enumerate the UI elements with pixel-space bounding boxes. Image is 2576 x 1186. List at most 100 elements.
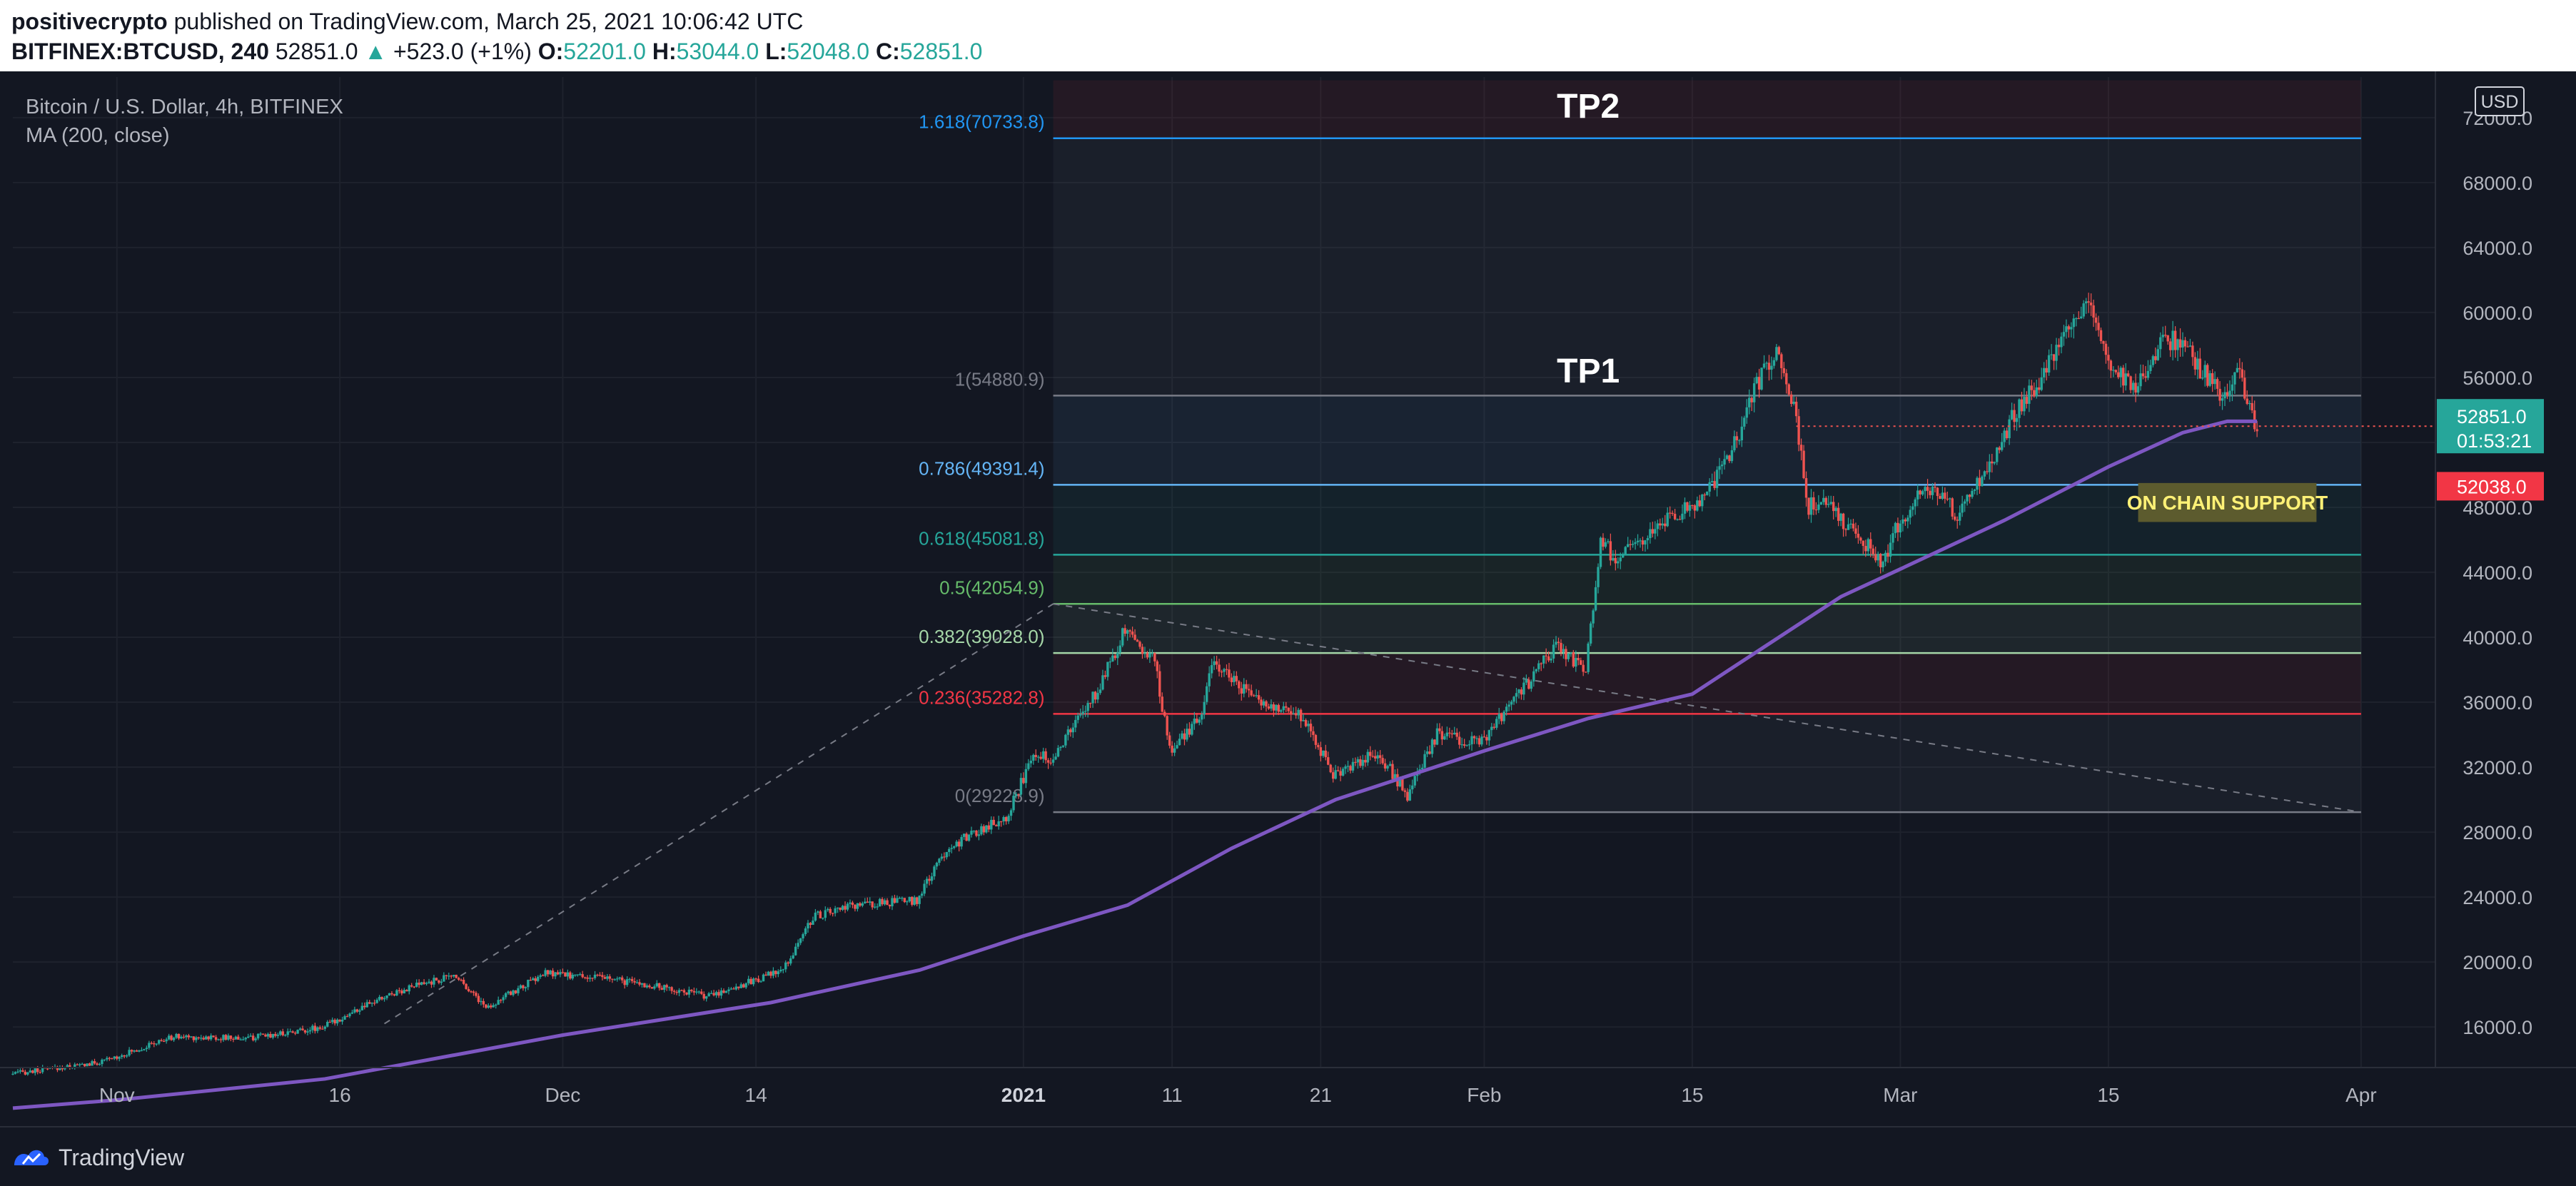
candle <box>1968 495 1971 497</box>
candle <box>955 841 958 847</box>
candle <box>660 988 663 990</box>
candle <box>2030 385 2034 390</box>
candle <box>1715 470 1719 488</box>
candle <box>1688 505 1692 511</box>
candle <box>1505 706 1508 712</box>
candle <box>217 1039 220 1040</box>
candle <box>1213 661 1216 666</box>
time-tick-label: 15 <box>2097 1084 2119 1106</box>
candle <box>93 1061 96 1064</box>
candle <box>2035 387 2038 397</box>
candle <box>1336 770 1340 771</box>
candle <box>1218 664 1221 672</box>
candle <box>170 1035 173 1040</box>
candle <box>1093 691 1097 700</box>
candle <box>1956 519 1959 521</box>
legend-indicator[interactable]: MA (200, close) <box>26 124 170 147</box>
candle <box>1079 714 1082 716</box>
candle <box>2092 305 2095 318</box>
candle <box>1289 711 1293 714</box>
candle <box>1158 671 1161 697</box>
candle <box>2126 373 2130 377</box>
candle <box>2072 318 2076 328</box>
candle <box>1098 689 1102 694</box>
candle <box>430 981 433 985</box>
candle <box>623 980 626 985</box>
candle <box>1522 682 1525 695</box>
candle <box>1701 495 1704 507</box>
candle <box>1143 653 1146 654</box>
candle <box>153 1043 156 1045</box>
candle <box>1435 728 1439 745</box>
price-badge-value: 52038.0 <box>2457 476 2527 497</box>
candle <box>1624 547 1627 554</box>
candle <box>311 1025 314 1030</box>
candle <box>2003 430 2006 442</box>
candle <box>1847 524 1850 530</box>
candle <box>393 994 396 996</box>
candle <box>945 852 949 858</box>
candle <box>482 1000 485 1005</box>
candle <box>443 975 445 982</box>
candle <box>2231 384 2234 391</box>
candle <box>2183 340 2187 347</box>
candle <box>1430 739 1434 754</box>
candle <box>120 1055 123 1058</box>
candle <box>1027 763 1030 769</box>
candle <box>1233 676 1236 682</box>
candle <box>1973 490 1976 491</box>
candle <box>1041 751 1045 759</box>
candle <box>1530 681 1533 689</box>
candle <box>517 988 520 993</box>
candle <box>1686 502 1689 511</box>
candle <box>549 970 552 975</box>
candle <box>1552 644 1555 659</box>
author-name[interactable]: positivecrypto <box>11 9 168 34</box>
candle <box>1051 759 1055 763</box>
candle <box>475 993 478 996</box>
tradingview-logo[interactable]: TradingView <box>13 1143 184 1172</box>
legend-title[interactable]: Bitcoin / U.S. Dollar, 4h, BITFINEX <box>26 96 343 118</box>
candle <box>1408 789 1411 801</box>
price-chart[interactable]: 1.618(70733.8) 1(54880.9) 0.786(49391.4) 0.… <box>0 71 2576 1126</box>
candle <box>301 1028 304 1030</box>
candle <box>1535 669 1537 671</box>
candle <box>769 971 772 976</box>
candle <box>274 1033 277 1036</box>
candle <box>1622 554 1625 558</box>
candle <box>896 898 899 903</box>
candle <box>1819 502 1823 505</box>
candle <box>1904 519 1907 522</box>
candle <box>1661 523 1664 526</box>
candle <box>621 977 624 980</box>
candle <box>2251 402 2253 411</box>
price-badge-timer: 01:53:21 <box>2457 430 2532 452</box>
support-label-box <box>2138 482 2317 522</box>
chart-area[interactable]: 1.618(70733.8) 1(54880.9) 0.786(49391.4) 0.… <box>0 71 2576 1126</box>
candle <box>1248 689 1251 691</box>
candle <box>2238 368 2241 370</box>
candle <box>1257 695 1261 700</box>
candle <box>440 981 443 983</box>
candle <box>1270 704 1273 709</box>
candle <box>1193 719 1196 724</box>
candle <box>2223 392 2226 399</box>
publish-text: published on TradingView.com, March 25, … <box>173 9 804 34</box>
candle <box>2151 356 2155 365</box>
candle <box>1978 477 1981 487</box>
fib-level-label: 0.5(42054.9) <box>939 577 1044 598</box>
candle <box>246 1036 250 1038</box>
candle <box>2178 339 2182 348</box>
time-tick-label: 14 <box>745 1084 767 1106</box>
candle <box>1440 731 1444 740</box>
candle <box>2094 317 2098 323</box>
candle <box>457 978 460 980</box>
candle <box>66 1065 69 1068</box>
candle <box>1837 507 1840 521</box>
candle <box>2038 387 2041 390</box>
candle <box>1201 714 1203 720</box>
candle <box>663 985 666 990</box>
candle <box>1322 750 1325 756</box>
candle <box>1755 377 1758 384</box>
candle <box>383 998 386 1000</box>
